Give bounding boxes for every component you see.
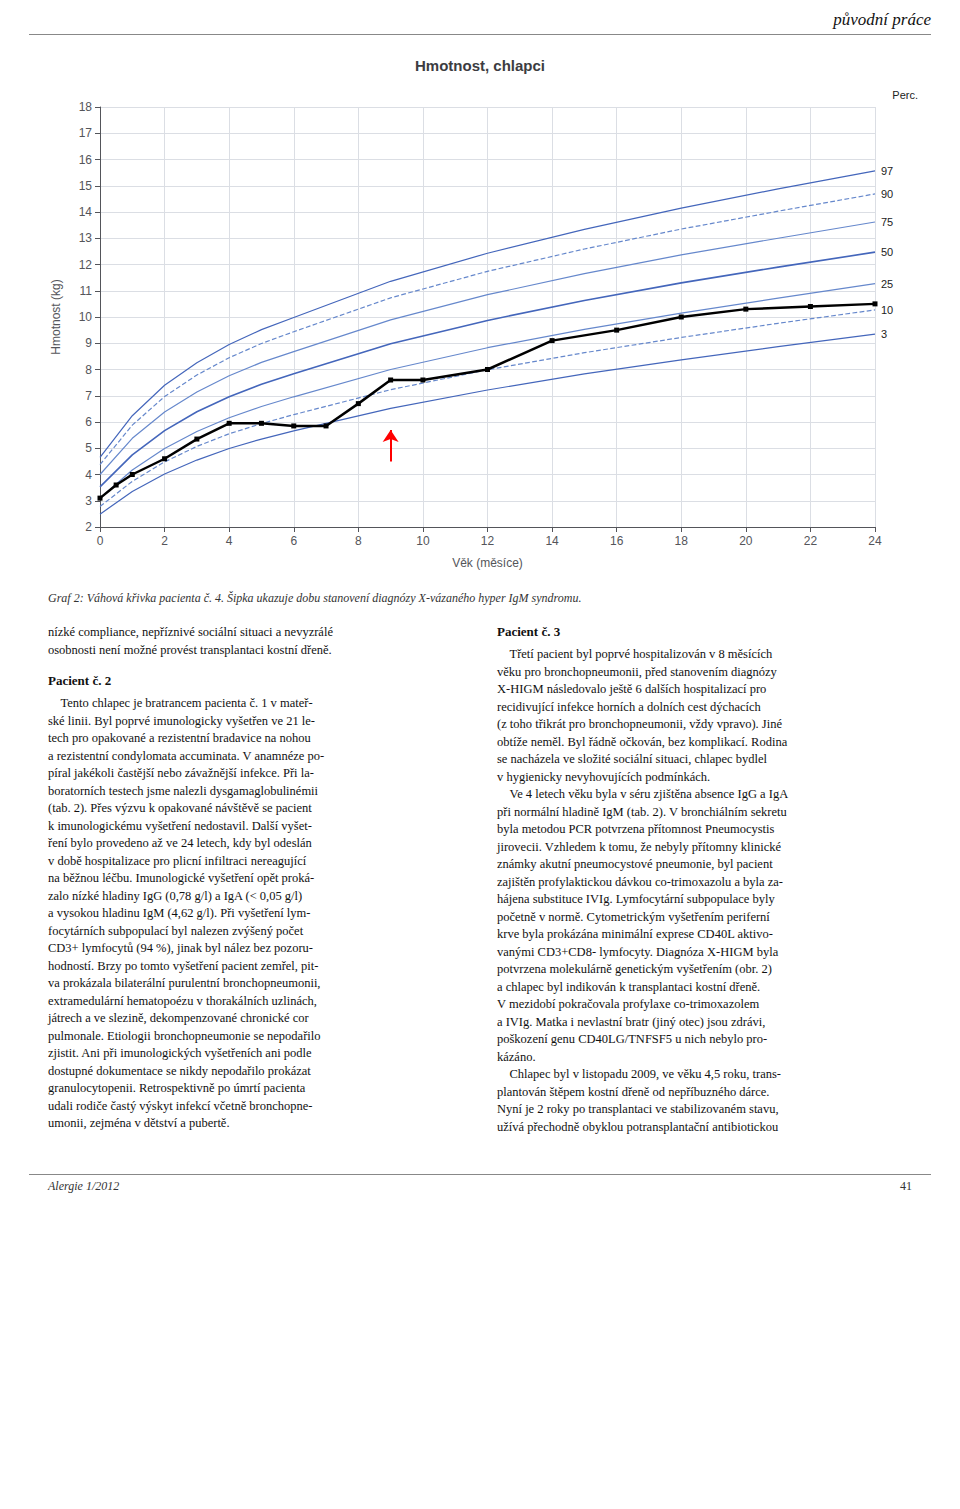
svg-text:18: 18 [675,534,689,548]
svg-text:10: 10 [79,310,93,324]
svg-text:Hmotnost, chlapci: Hmotnost, chlapci [415,57,545,74]
svg-text:75: 75 [881,216,893,228]
html-text:41: 41 [900,1179,912,1193]
svg-text:22: 22 [804,534,818,548]
html-text:Pacient č. 3: Pacient č. 3 [497,624,561,639]
svg-text:20: 20 [739,534,753,548]
svg-text:15: 15 [79,179,93,193]
html-text:Třetí pacient byl poprvé hospi: Třetí pacient byl poprvé hospitalizován … [497,647,789,1134]
svg-text:11: 11 [80,284,93,298]
html-text:Tento chlapec je bratrancem pa: Tento chlapec je bratrancem pacienta č. … [48,696,325,1130]
html-text:Pacient č. 2: Pacient č. 2 [48,673,112,688]
svg-text:2: 2 [161,534,168,548]
svg-text:12: 12 [79,258,93,272]
svg-text:12: 12 [481,534,495,548]
svg-text:18: 18 [79,100,93,114]
html-text:Graf 2: Váhová křivka pacienta: Graf 2: Váhová křivka pacienta č. 4. Šip… [48,591,582,605]
svg-text:6: 6 [85,415,92,429]
svg-text:10: 10 [881,304,893,316]
svg-text:0: 0 [97,534,104,548]
svg-text:14: 14 [545,534,559,548]
svg-text:Hmotnost (kg): Hmotnost (kg) [49,279,63,354]
html-text:původní práce: původní práce [833,10,931,29]
svg-text:13: 13 [79,231,93,245]
svg-text:8: 8 [355,534,362,548]
svg-text:24: 24 [868,534,882,548]
svg-text:8: 8 [85,363,92,377]
svg-text:25: 25 [881,278,893,290]
svg-text:9: 9 [85,336,92,350]
svg-text:5: 5 [85,441,92,455]
svg-text:97: 97 [881,165,893,177]
svg-text:3: 3 [881,328,887,340]
svg-text:16: 16 [79,153,93,167]
html-text:Alergie 1/2012: Alergie 1/2012 [48,1179,120,1193]
svg-text:Perc.: Perc. [892,89,918,101]
svg-text:16: 16 [610,534,624,548]
svg-text:2: 2 [85,520,92,534]
svg-text:4: 4 [85,468,92,482]
svg-text:4: 4 [226,534,233,548]
svg-text:3: 3 [85,494,92,508]
svg-text:6: 6 [290,534,297,548]
svg-text:50: 50 [881,246,893,258]
svg-text:Věk (měsíce): Věk (měsíce) [452,556,523,570]
svg-text:17: 17 [79,126,93,140]
svg-text:14: 14 [79,205,93,219]
svg-text:10: 10 [416,534,430,548]
svg-text:7: 7 [85,389,92,403]
html-text:nízké compliance, nepříznivé s: nízké compliance, nepříznivé sociální si… [48,625,333,657]
svg-text:90: 90 [881,188,893,200]
